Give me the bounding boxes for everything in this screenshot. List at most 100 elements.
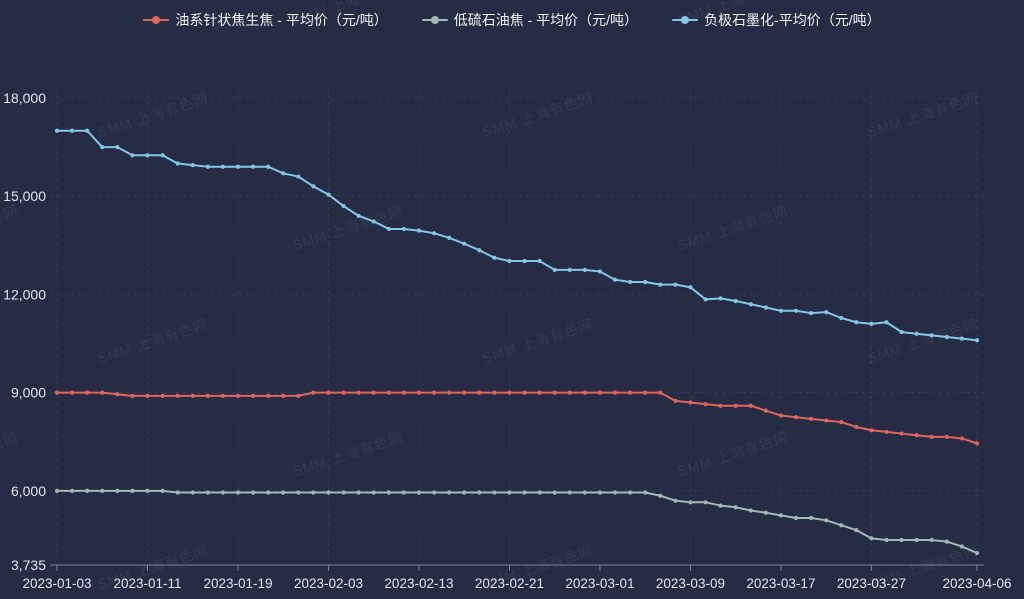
data-point[interactable] (959, 436, 965, 441)
data-point[interactable] (643, 390, 648, 395)
data-point[interactable] (612, 390, 618, 395)
data-point[interactable] (929, 537, 934, 543)
data-point[interactable] (884, 537, 889, 543)
data-point[interactable] (356, 390, 361, 395)
data-point[interactable] (914, 537, 919, 543)
data-point[interactable] (959, 336, 965, 341)
data-point[interactable] (854, 528, 859, 533)
data-point[interactable] (507, 258, 512, 264)
data-point[interactable] (356, 213, 361, 218)
data-point[interactable] (748, 508, 753, 513)
data-point[interactable] (808, 310, 814, 316)
data-point[interactable] (296, 490, 301, 495)
data-point[interactable] (190, 393, 195, 399)
data-point[interactable] (793, 515, 799, 521)
data-point[interactable] (326, 390, 331, 395)
legend-item-low-sulfur-pet-coke[interactable]: 低硫石油焦 - 平均价（元/吨） (421, 10, 638, 30)
data-point[interactable] (763, 510, 768, 515)
data-point[interactable] (929, 333, 934, 338)
data-point[interactable] (69, 488, 75, 493)
data-point[interactable] (628, 279, 633, 285)
data-point[interactable] (100, 488, 105, 493)
data-point[interactable] (733, 298, 738, 304)
data-point[interactable] (793, 415, 799, 420)
data-point[interactable] (733, 505, 738, 510)
data-point[interactable] (69, 390, 75, 395)
data-point[interactable] (401, 226, 406, 232)
data-point[interactable] (688, 500, 693, 505)
data-point[interactable] (100, 145, 105, 150)
data-point[interactable] (507, 490, 512, 495)
data-point[interactable] (386, 390, 391, 395)
data-point[interactable] (431, 231, 437, 236)
data-point[interactable] (658, 390, 663, 395)
data-point[interactable] (281, 490, 286, 495)
data-point[interactable] (115, 392, 120, 397)
data-point[interactable] (190, 163, 195, 168)
data-point[interactable] (477, 390, 482, 395)
data-point[interactable] (718, 403, 723, 408)
data-point[interactable] (401, 390, 406, 395)
data-point[interactable] (190, 490, 195, 495)
data-point[interactable] (356, 490, 361, 495)
data-point[interactable] (597, 269, 603, 274)
data-point[interactable] (220, 164, 226, 169)
data-point[interactable] (220, 393, 226, 399)
data-point[interactable] (416, 490, 422, 495)
data-point[interactable] (250, 164, 256, 169)
data-point[interactable] (205, 393, 210, 399)
data-point[interactable] (401, 490, 406, 495)
data-point[interactable] (477, 490, 482, 495)
data-point[interactable] (130, 153, 135, 158)
data-point[interactable] (431, 490, 437, 495)
data-point[interactable] (628, 490, 633, 495)
data-point[interactable] (914, 433, 919, 438)
data-point[interactable] (974, 550, 980, 556)
data-point[interactable] (643, 279, 648, 285)
data-point[interactable] (85, 488, 90, 493)
data-point[interactable] (899, 329, 904, 335)
data-point[interactable] (160, 393, 165, 399)
data-point[interactable] (69, 128, 75, 133)
data-point[interactable] (522, 258, 527, 264)
data-point[interactable] (688, 400, 693, 405)
data-point[interactable] (477, 248, 482, 253)
data-point[interactable] (899, 537, 904, 543)
legend-item-anode-graphitization[interactable]: 负极石墨化-平均价（元/吨） (672, 10, 881, 30)
data-point[interactable] (688, 285, 693, 290)
data-point[interactable] (703, 297, 708, 302)
data-point[interactable] (854, 320, 859, 325)
data-point[interactable] (175, 393, 180, 399)
data-point[interactable] (658, 282, 663, 287)
data-point[interactable] (130, 488, 135, 493)
data-point[interactable] (869, 428, 874, 433)
data-point[interactable] (145, 393, 150, 399)
data-point[interactable] (974, 338, 980, 343)
data-point[interactable] (552, 390, 557, 395)
data-point[interactable] (839, 315, 844, 321)
data-point[interactable] (462, 241, 467, 246)
data-point[interactable] (552, 490, 557, 495)
data-point[interactable] (522, 390, 527, 395)
data-point[interactable] (884, 429, 889, 435)
data-point[interactable] (416, 390, 422, 395)
data-point[interactable] (703, 401, 708, 407)
data-point[interactable] (100, 390, 105, 395)
data-point[interactable] (537, 258, 542, 264)
data-point[interactable] (582, 490, 587, 495)
data-point[interactable] (839, 523, 844, 528)
data-point[interactable] (824, 518, 829, 523)
data-point[interactable] (884, 320, 889, 325)
data-point[interactable] (824, 418, 829, 423)
data-point[interactable] (703, 500, 708, 505)
data-point[interactable] (447, 490, 452, 495)
data-point[interactable] (748, 302, 753, 307)
data-point[interactable] (54, 488, 60, 493)
data-point[interactable] (160, 153, 165, 158)
data-point[interactable] (944, 539, 949, 544)
data-point[interactable] (462, 490, 467, 495)
data-point[interactable] (386, 226, 391, 232)
data-point[interactable] (371, 219, 376, 224)
data-point[interactable] (673, 398, 678, 403)
data-point[interactable] (311, 390, 316, 395)
